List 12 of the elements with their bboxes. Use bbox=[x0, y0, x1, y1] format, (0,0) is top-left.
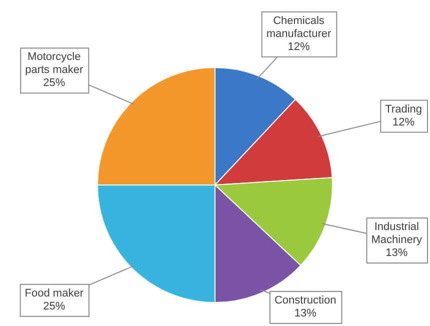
slice-label: Food maker bbox=[24, 287, 84, 300]
slice-label: Chemicals manufacturer bbox=[266, 14, 332, 40]
slice-label: Industrial Machinery bbox=[371, 221, 422, 246]
slice-label: Motorcycle parts maker bbox=[25, 51, 84, 76]
data-label: 25% bbox=[43, 77, 66, 90]
data-label: 13% bbox=[294, 308, 317, 320]
data-label: 13% bbox=[386, 247, 408, 260]
data-label: 12% bbox=[288, 40, 310, 53]
slice-label: Construction bbox=[274, 294, 336, 307]
slice-label: Trading bbox=[385, 103, 422, 116]
data-label: 25% bbox=[43, 300, 66, 312]
data-label: 12% bbox=[392, 116, 415, 128]
